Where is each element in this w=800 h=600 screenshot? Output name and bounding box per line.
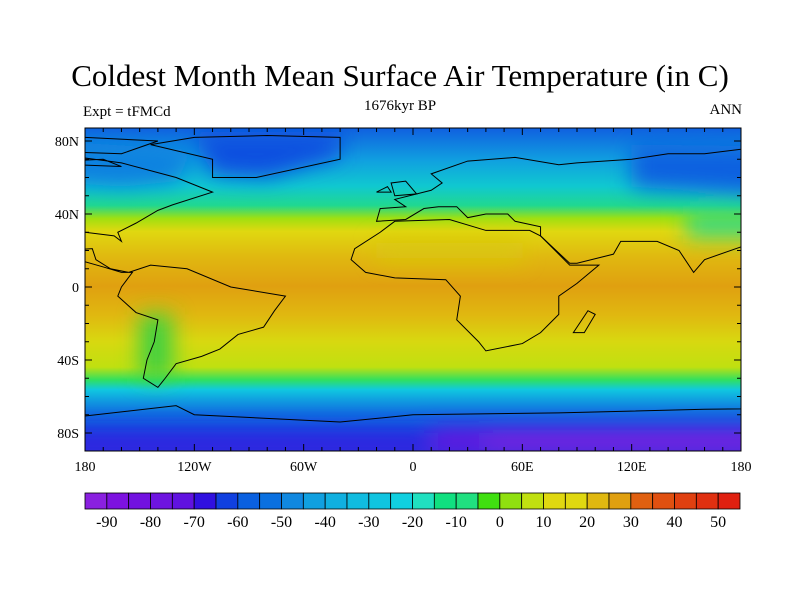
colorbar-box [717, 492, 741, 510]
warm-region-sahara [376, 241, 523, 260]
y-tick-label: 40S [57, 354, 79, 369]
colorbar-label: -60 [227, 514, 248, 531]
cool-region-tibet [686, 213, 741, 236]
colorbar-box [390, 492, 413, 510]
colorbar-box [368, 492, 392, 510]
x-tick-label: 180 [75, 460, 96, 475]
coast-antarctica [0, 406, 800, 430]
colorbar-box [171, 492, 195, 510]
colorbar-box [237, 492, 261, 510]
x-tick-label: 180 [731, 460, 752, 475]
cold-region-siberia [631, 144, 741, 194]
temperature-field [0, 128, 800, 451]
colorbar-box [652, 492, 675, 510]
colorbar-label: -40 [315, 514, 336, 531]
colorbar-box [128, 492, 151, 510]
colorbar-box [455, 492, 479, 510]
colorbar-box [674, 492, 697, 510]
colorbar-label: -70 [184, 514, 205, 531]
coast-africa [351, 219, 599, 350]
colorbar-box [521, 492, 544, 510]
colorbar-label: -10 [446, 514, 467, 531]
coast-indonesia [759, 276, 800, 303]
x-tick-label: 120W [177, 460, 212, 475]
coast-british-isles [377, 181, 417, 196]
colorbar-box [150, 492, 173, 510]
colorbar-box [433, 492, 457, 510]
coast-south-america [118, 265, 286, 387]
y-tick-label: 0 [72, 281, 79, 296]
colorbar-label: 50 [710, 514, 726, 531]
coast-greenland [151, 136, 341, 178]
colorbar-box [630, 492, 654, 510]
colorbar-box [499, 492, 523, 510]
colorbar-box [106, 492, 130, 510]
colorbar-box [302, 492, 326, 510]
x-tick-label: 120E [617, 460, 647, 475]
colorbar-label: 40 [667, 514, 683, 531]
cool-region-andes [139, 314, 173, 379]
antarctic-plateau [485, 436, 741, 451]
colorbar-label: 0 [496, 514, 504, 531]
colorbar-box [543, 492, 566, 510]
cold-region-canada [85, 143, 195, 187]
colorbar-box [324, 492, 348, 510]
colorbar-label: 20 [579, 514, 595, 531]
y-tick-label: 40N [55, 208, 79, 223]
colorbar-box [586, 492, 610, 510]
cold-region-greenland [194, 131, 341, 178]
chart-title: Coldest Month Mean Surface Air Temperatu… [71, 58, 729, 93]
colorbar-box [412, 492, 435, 510]
colorbar-box [281, 492, 304, 510]
colorbar-box [215, 492, 239, 510]
colorbar-label: 10 [536, 514, 552, 531]
x-tick-label: 60W [290, 460, 318, 475]
experiment-label: Expt = tFMCd [83, 104, 171, 120]
colorbar-label: -30 [358, 514, 379, 531]
colorbar-label: -80 [140, 514, 161, 531]
colorbar-box [193, 492, 217, 510]
coast-north-america [0, 156, 213, 273]
coast-arctic-islands [0, 137, 158, 166]
colorbar-box [608, 492, 632, 510]
colorbar-box [477, 492, 501, 510]
coast-eurasia [377, 145, 800, 286]
axis-ticks: 180 120W 60W 0 60E 120E 180 80N 40N 0 40S 80S [55, 128, 752, 475]
x-tick-label: 60E [511, 460, 534, 475]
colorbar-box [564, 492, 588, 510]
colorbar-label: -90 [96, 514, 117, 531]
colorbar-label: -20 [402, 514, 423, 531]
colorbar-label: 30 [623, 514, 639, 531]
colorbar-box [84, 492, 108, 510]
y-tick-label: 80S [57, 427, 79, 442]
y-tick-label: 80N [55, 135, 79, 150]
colorbar-box [346, 492, 370, 510]
antarctic-west [85, 433, 432, 451]
colorbar-box [259, 492, 282, 510]
x-tick-label: 0 [410, 460, 417, 475]
coast-madagascar [573, 311, 595, 333]
colorbar-box [695, 492, 719, 510]
time-label: 1676kyr BP [363, 98, 437, 114]
season-label: ANN [709, 102, 743, 118]
coastlines [0, 136, 800, 430]
colorbar-label: -50 [271, 514, 292, 531]
colorbar: -90 -80 -70 -60 -50 -40 -30 -20 -10 0 10 20 30 40 50 [84, 492, 741, 531]
